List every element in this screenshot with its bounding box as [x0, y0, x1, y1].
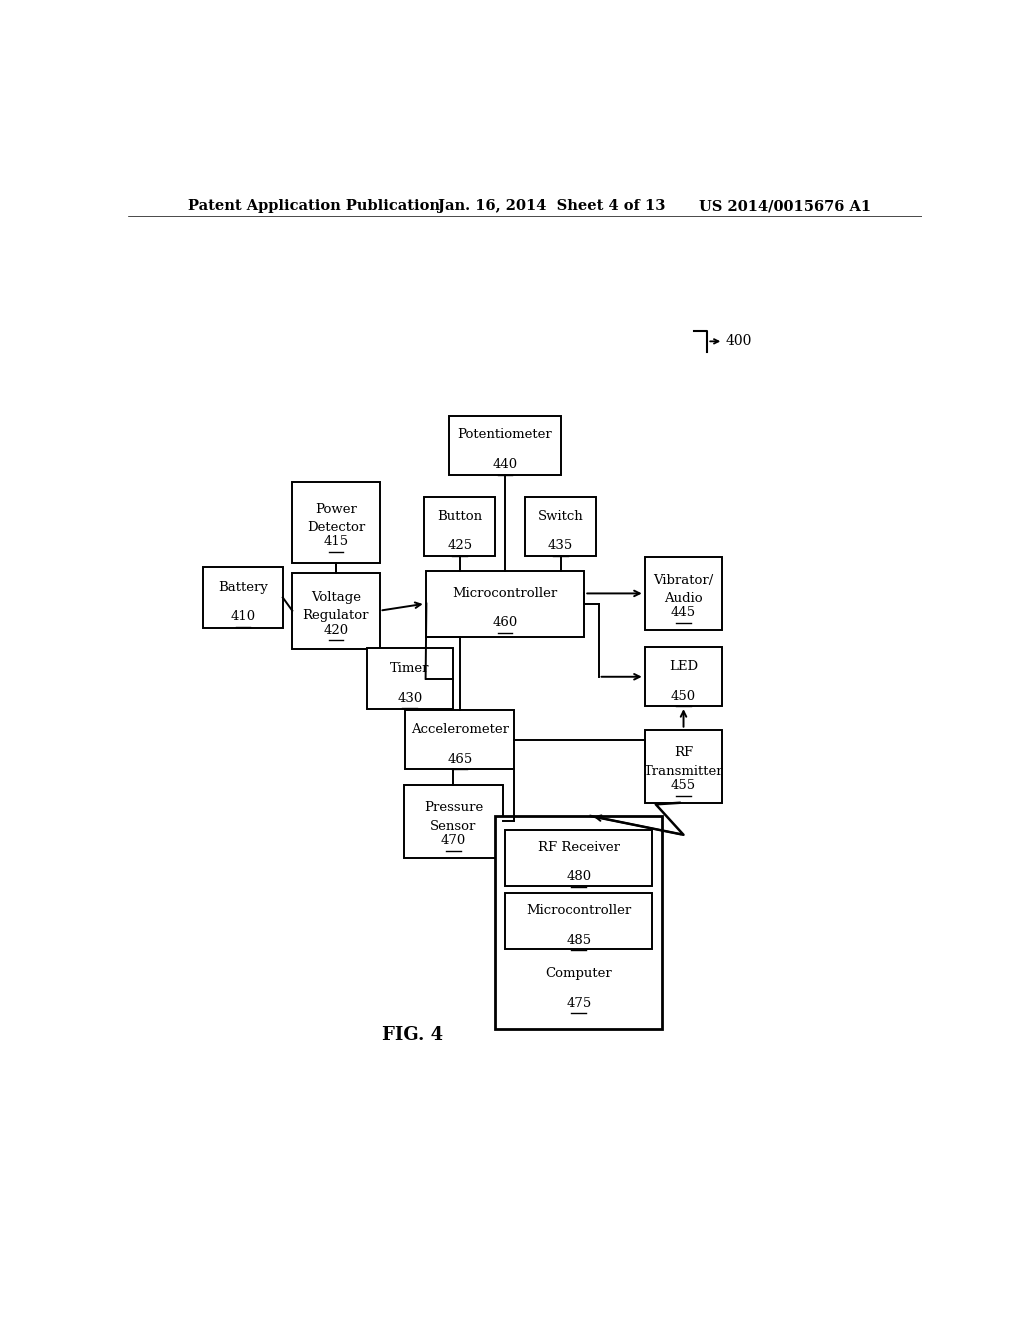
Text: 435: 435	[548, 539, 573, 552]
FancyBboxPatch shape	[496, 816, 663, 1030]
Text: RF Receiver: RF Receiver	[538, 841, 620, 854]
Text: 485: 485	[566, 933, 591, 946]
FancyBboxPatch shape	[292, 573, 380, 649]
Text: 450: 450	[671, 689, 696, 702]
Text: Accelerometer: Accelerometer	[411, 723, 509, 737]
FancyBboxPatch shape	[645, 557, 722, 630]
Text: Microcontroller: Microcontroller	[526, 904, 632, 917]
Text: Potentiometer: Potentiometer	[458, 429, 552, 441]
Text: 410: 410	[230, 610, 256, 623]
FancyBboxPatch shape	[450, 416, 560, 474]
Text: 480: 480	[566, 870, 591, 883]
Text: 460: 460	[493, 616, 517, 630]
Text: 475: 475	[566, 997, 592, 1010]
Text: FIG. 4: FIG. 4	[382, 1026, 443, 1044]
FancyBboxPatch shape	[404, 710, 514, 770]
FancyBboxPatch shape	[403, 784, 503, 858]
Text: LED: LED	[669, 660, 698, 673]
FancyBboxPatch shape	[506, 892, 652, 949]
Text: Vibrator/: Vibrator/	[653, 574, 714, 586]
Text: Patent Application Publication: Patent Application Publication	[187, 199, 439, 213]
Text: Computer: Computer	[546, 968, 612, 979]
Text: Switch: Switch	[538, 510, 584, 523]
Text: Voltage: Voltage	[311, 591, 360, 605]
Text: Power: Power	[315, 503, 356, 516]
Text: 455: 455	[671, 779, 696, 792]
Text: Detector: Detector	[307, 521, 365, 533]
FancyBboxPatch shape	[292, 482, 380, 562]
Text: RF: RF	[674, 747, 693, 759]
Text: 420: 420	[324, 623, 348, 636]
FancyBboxPatch shape	[424, 496, 496, 556]
Text: Pressure: Pressure	[424, 801, 483, 814]
Text: 415: 415	[324, 535, 348, 548]
Text: 425: 425	[447, 539, 472, 552]
Text: Audio: Audio	[665, 591, 702, 605]
Text: 430: 430	[397, 692, 422, 705]
Text: US 2014/0015676 A1: US 2014/0015676 A1	[699, 199, 871, 213]
FancyBboxPatch shape	[645, 647, 722, 706]
FancyBboxPatch shape	[524, 496, 596, 556]
FancyBboxPatch shape	[645, 730, 722, 803]
FancyBboxPatch shape	[506, 830, 652, 886]
Text: Sensor: Sensor	[430, 820, 476, 833]
Text: Regulator: Regulator	[303, 610, 370, 622]
Text: Transmitter: Transmitter	[644, 764, 723, 777]
FancyBboxPatch shape	[367, 648, 453, 709]
Text: Timer: Timer	[390, 663, 429, 675]
Text: Button: Button	[437, 510, 482, 523]
Text: 465: 465	[447, 752, 472, 766]
FancyBboxPatch shape	[204, 568, 283, 628]
FancyBboxPatch shape	[426, 570, 585, 636]
Text: Jan. 16, 2014  Sheet 4 of 13: Jan. 16, 2014 Sheet 4 of 13	[437, 199, 665, 213]
Text: 470: 470	[440, 834, 466, 847]
Text: Microcontroller: Microcontroller	[453, 587, 558, 599]
Text: 400: 400	[726, 334, 752, 348]
Text: Battery: Battery	[218, 581, 268, 594]
Text: 440: 440	[493, 458, 517, 471]
Text: 445: 445	[671, 606, 696, 619]
